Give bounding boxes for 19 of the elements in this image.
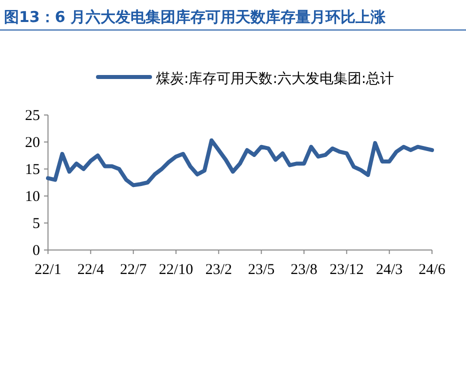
x-tick-label: 22/4 — [77, 262, 104, 278]
x-tick-label: 22/10 — [158, 262, 194, 278]
y-tick-label: 20 — [25, 135, 40, 151]
chart-title: 图13：6 月六大发电集团库存可用天数库存量月环比上涨 — [4, 8, 387, 26]
x-tick-label: 24/3 — [376, 262, 403, 278]
x-tick-label: 22/1 — [34, 262, 62, 278]
y-tick-label: 0 — [32, 243, 40, 259]
y-tick-label: 25 — [25, 108, 40, 124]
legend-label: 煤炭:库存可用天数:六大发电集团:总计 — [156, 71, 394, 87]
x-tick-label: 23/8 — [290, 262, 318, 278]
y-tick-label: 10 — [25, 189, 40, 205]
x-tick-label: 22/7 — [120, 262, 148, 278]
x-tick-label: 23/2 — [205, 262, 232, 278]
line-series — [46, 138, 434, 188]
x-tick-label: 24/6 — [418, 262, 446, 278]
y-tick-label: 15 — [25, 162, 40, 178]
x-tick-label: 23/12 — [330, 262, 364, 278]
x-tick-label: 23/5 — [248, 262, 275, 278]
y-tick-label: 5 — [32, 216, 40, 232]
